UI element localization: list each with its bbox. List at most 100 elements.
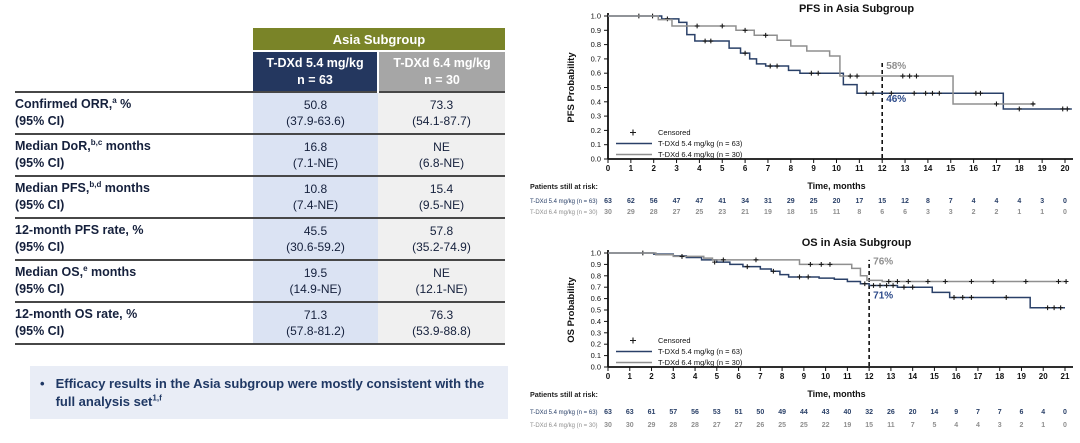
rate-annotation-label: 71% [873, 291, 893, 302]
at-risk-value: 30 [604, 422, 612, 429]
bullet-marker: • [40, 376, 45, 391]
at-risk-value: 22 [822, 422, 830, 429]
y-tick-label: 0.5 [591, 306, 601, 315]
at-risk-value: 6 [880, 209, 884, 216]
x-tick-label: 1 [629, 164, 634, 173]
at-risk-value: 27 [673, 209, 681, 216]
x-tick-label: 6 [736, 372, 741, 381]
at-risk-value: 0 [1063, 198, 1067, 205]
row-label: Median PFS,b,d months (95% CI) [15, 175, 253, 218]
value-cell: 16.8 (7.1-NE) [253, 133, 378, 176]
censor-marks-tdxd-5-4 [636, 13, 1070, 112]
x-tick-label: 15 [930, 372, 939, 381]
at-risk-value: 4 [972, 198, 976, 205]
y-tick-label: 0.8 [591, 40, 601, 49]
at-risk-value: 19 [764, 209, 772, 216]
at-risk-value: 50 [756, 409, 764, 416]
x-tick-label: 17 [992, 164, 1001, 173]
x-axis-label: Time, months [807, 389, 865, 399]
censor-marks-tdxd-6-4 [694, 23, 1036, 107]
at-risk-value: 8 [857, 209, 861, 216]
x-tick-label: 20 [1039, 372, 1048, 381]
row-label: 12-month OS rate, % (95% CI) [15, 301, 253, 345]
at-risk-value: 1 [1040, 209, 1044, 216]
y-tick-label: 0.6 [591, 69, 601, 78]
at-risk-value: 25 [778, 422, 786, 429]
legend-series-label: T-DXd 5.4 mg/kg (n = 63) [658, 347, 743, 356]
y-tick-label: 0.6 [591, 294, 601, 303]
at-risk-value: 61 [648, 409, 656, 416]
at-risk-value: 34 [741, 198, 749, 205]
at-risk-value: 47 [696, 198, 704, 205]
x-tick-label: 10 [821, 372, 830, 381]
column-header-tdxd-5-4: T-DXd 5.4 mg/kg n = 63 [253, 51, 378, 92]
value-cell: 71.3 (57.8-81.2) [253, 301, 378, 345]
value-cell: 45.5 (30.6-59.2) [253, 217, 378, 260]
x-tick-label: 18 [995, 372, 1004, 381]
at-risk-value: 56 [691, 409, 699, 416]
at-risk-value: 2 [994, 209, 998, 216]
at-risk-value: 29 [648, 422, 656, 429]
at-risk-value: 5 [932, 422, 936, 429]
y-tick-label: 0.9 [591, 26, 601, 35]
at-risk-value: 12 [901, 198, 909, 205]
column-title: T-DXd 6.4 mg/kg [393, 56, 491, 71]
x-tick-label: 4 [697, 164, 702, 173]
value-cell: 73.3 (54.1-87.7) [378, 91, 505, 134]
at-risk-value: 4 [994, 198, 998, 205]
y-tick-label: 0.4 [591, 97, 601, 106]
at-risk-value: 57 [669, 409, 677, 416]
legend-series-label: T-DXd 5.4 mg/kg (n = 63) [658, 139, 743, 148]
at-risk-value: 15 [865, 422, 873, 429]
y-tick-label: 0.2 [591, 126, 601, 135]
row-label: Median DoR,b,c months (95% CI) [15, 133, 253, 176]
at-risk-value: 3 [926, 209, 930, 216]
y-tick-label: 0.5 [591, 83, 601, 92]
at-risk-value: 41 [718, 198, 726, 205]
summary-bullet: • Efficacy results in the Asia subgroup … [30, 366, 508, 420]
at-risk-value: 62 [627, 198, 635, 205]
at-risk-value: 47 [673, 198, 681, 205]
at-risk-value: 25 [696, 209, 704, 216]
rate-annotation-label: 58% [886, 61, 906, 72]
results-table: Asia Subgroup T-DXd 5.4 mg/kg n = 63 T-D… [15, 28, 505, 345]
at-risk-value: 1 [1041, 422, 1045, 429]
x-tick-label: 1 [628, 372, 633, 381]
at-risk-value: 14 [931, 409, 939, 416]
x-tick-label: 14 [908, 372, 917, 381]
at-risk-value: 4 [1017, 198, 1021, 205]
at-risk-value: 8 [926, 198, 930, 205]
y-tick-label: 0.2 [591, 340, 601, 349]
at-risk-value: 7 [911, 422, 915, 429]
at-risk-value: 49 [778, 409, 786, 416]
y-tick-label: 0.0 [591, 155, 601, 164]
x-axis-label: Time, months [807, 181, 865, 191]
at-risk-value: 1 [1017, 209, 1021, 216]
x-tick-label: 16 [969, 164, 978, 173]
table-row: 12-month OS rate, % (95% CI) 71.3 (57.8-81.… [15, 301, 505, 345]
x-tick-label: 12 [878, 164, 887, 173]
at-risk-value: 26 [887, 409, 895, 416]
rate-annotation-label: 46% [886, 94, 906, 105]
table-group-header: Asia Subgroup [253, 28, 505, 52]
bullet-superscript: 1,f [152, 393, 162, 403]
x-tick-label: 19 [1017, 372, 1026, 381]
censored-plus-icon [630, 337, 636, 344]
at-risk-value: 26 [756, 422, 764, 429]
at-risk-value: 3 [1040, 198, 1044, 205]
x-tick-label: 8 [789, 164, 794, 173]
rate-annotation-label: 76% [873, 256, 893, 267]
x-tick-label: 3 [671, 372, 676, 381]
km-curve-tdxd-6-4 [608, 15, 1036, 105]
at-risk-value: 9 [954, 409, 958, 416]
at-risk-value: 21 [741, 209, 749, 216]
at-risk-value: 2 [1020, 422, 1024, 429]
at-risk-value: 4 [976, 422, 980, 429]
row-label: Median OS,e months (95% CI) [15, 259, 253, 302]
x-tick-label: 12 [865, 372, 874, 381]
x-tick-label: 13 [886, 372, 895, 381]
at-risk-value: 29 [787, 198, 795, 205]
bullet-text: Efficacy results in the Asia subgroup we… [56, 375, 496, 410]
x-tick-label: 5 [715, 372, 720, 381]
